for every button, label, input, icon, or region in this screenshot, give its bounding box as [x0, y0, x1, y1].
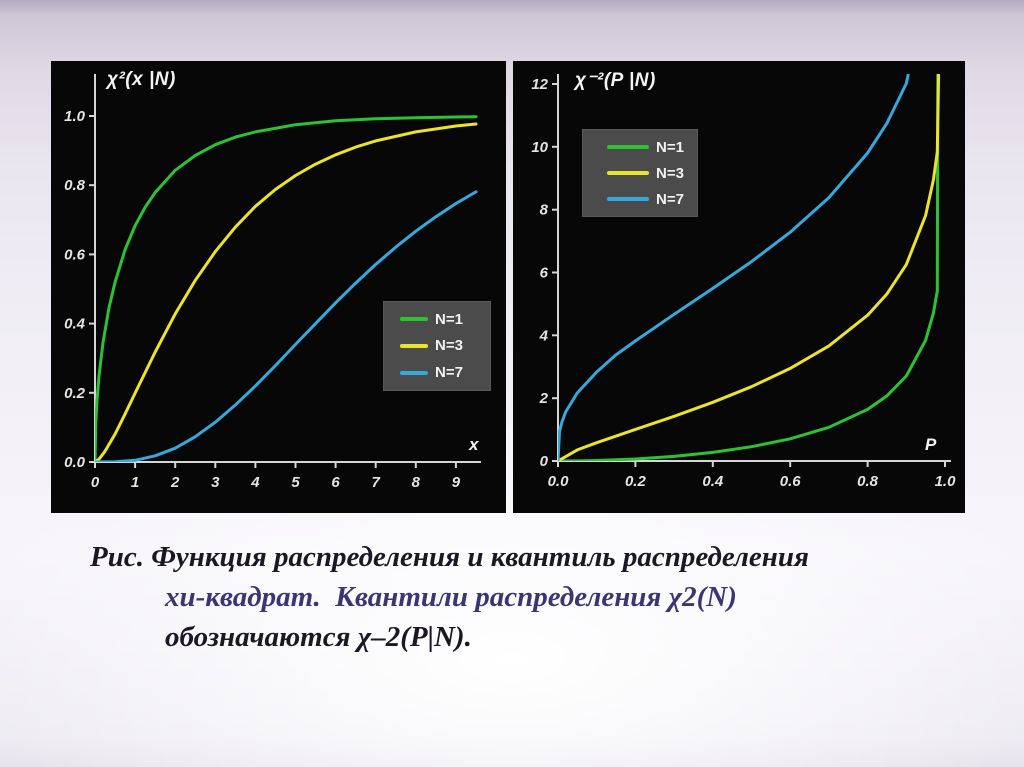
- quantile-chart-title: χ⁻²(P |N): [575, 70, 656, 91]
- cdf-chart: 0.0 0.2 0.4 0.6 0.8 1.0 0 1 2 3 4 5 6 7 8 9: [64, 74, 481, 491]
- x-tick-label: 0.4: [702, 473, 724, 490]
- y-tick-label: 4: [539, 327, 549, 344]
- quantile-x-axis-label: P: [925, 435, 937, 454]
- y-tick-label: 0.6: [64, 246, 86, 263]
- legend-label: N=1: [435, 310, 463, 328]
- legend-item: N=1: [384, 311, 490, 328]
- x-tick-label: 2: [170, 474, 180, 491]
- legend-label: N=1: [656, 138, 684, 156]
- quantile-legend: N=1 N=3 N=7: [582, 129, 698, 217]
- caption-line-2: хи-квадрат. Квантили распределения χ2(N): [165, 581, 737, 613]
- series-line-N=3: [95, 122, 478, 462]
- y-tick-label: 10: [531, 139, 548, 156]
- x-tick-label: 9: [452, 474, 461, 491]
- series-line-N=1: [558, 74, 940, 461]
- series-line-N=7: [95, 190, 478, 462]
- series-line-N=7: [558, 74, 910, 461]
- legend-label: N=7: [435, 364, 463, 382]
- legend-label: N=7: [656, 190, 684, 208]
- line-swatch-yellow: [400, 343, 428, 348]
- y-tick-label: 1.0: [64, 108, 86, 125]
- figure-caption: Рис. Функция распределения и квантиль ра…: [90, 537, 920, 657]
- y-tick-label: 2: [539, 390, 549, 407]
- legend-label: N=3: [656, 164, 684, 182]
- x-tick-label: 1: [131, 474, 139, 491]
- cdf-x-axis-label: x: [469, 435, 479, 454]
- x-tick-label: 5: [291, 474, 300, 491]
- caption-line-3: обозначаются χ–2(P|N).: [165, 621, 472, 653]
- y-tick-label: 12: [531, 76, 548, 93]
- series-line-N=3: [558, 74, 941, 461]
- series-line-N=1: [95, 115, 478, 462]
- y-tick-label: 0.2: [64, 385, 86, 402]
- x-tick-label: 0.8: [857, 473, 879, 490]
- x-tick-label: 0: [91, 474, 100, 491]
- y-tick-label: 0.0: [64, 454, 86, 471]
- x-tick-label: 8: [412, 474, 421, 491]
- line-swatch-cyan: [400, 370, 428, 375]
- x-tick-label: 0.2: [625, 473, 647, 490]
- y-tick-label: 0.4: [64, 316, 86, 333]
- cdf-chart-panel: 0.0 0.2 0.4 0.6 0.8 1.0 0 1 2 3 4 5 6 7 8 9 χ²(x |N) x …: [51, 61, 506, 513]
- x-tick-label: 4: [250, 474, 260, 491]
- cdf-legend: N=1 N=3 N=7: [383, 301, 491, 391]
- x-tick-label: 0.6: [780, 473, 802, 490]
- legend-item: N=7: [384, 364, 490, 381]
- cdf-chart-title: χ²(x |N): [107, 69, 176, 90]
- line-swatch-green: [607, 145, 649, 149]
- y-tick-label: 8: [540, 202, 549, 219]
- line-swatch-green: [400, 317, 428, 322]
- legend-item: N=7: [583, 191, 697, 208]
- x-tick-label: 6: [331, 474, 340, 491]
- x-tick-label: 7: [372, 474, 381, 491]
- legend-label: N=3: [435, 337, 463, 355]
- caption-line-1: Рис. Функция распределения и квантиль ра…: [90, 541, 809, 573]
- legend-item: N=1: [583, 139, 697, 156]
- x-tick-label: 3: [211, 474, 220, 491]
- line-swatch-cyan: [607, 197, 649, 201]
- legend-item: N=3: [583, 165, 697, 182]
- line-swatch-yellow: [607, 171, 649, 175]
- legend-item: N=3: [384, 337, 490, 354]
- quantile-chart-panel: 0 2 4 6 8 10 12 0.0 0.2 0.4 0.6 0.8 1.0 χ⁻²(P |N) P …: [513, 61, 965, 513]
- y-tick-label: 0.8: [64, 177, 86, 194]
- quantile-chart: 0 2 4 6 8 10 12 0.0 0.2 0.4 0.6 0.8 1.0: [531, 74, 957, 490]
- x-tick-label: 0.0: [548, 473, 570, 490]
- y-tick-label: 0: [540, 453, 549, 470]
- y-tick-label: 6: [540, 265, 549, 282]
- x-tick-label: 1.0: [935, 473, 957, 490]
